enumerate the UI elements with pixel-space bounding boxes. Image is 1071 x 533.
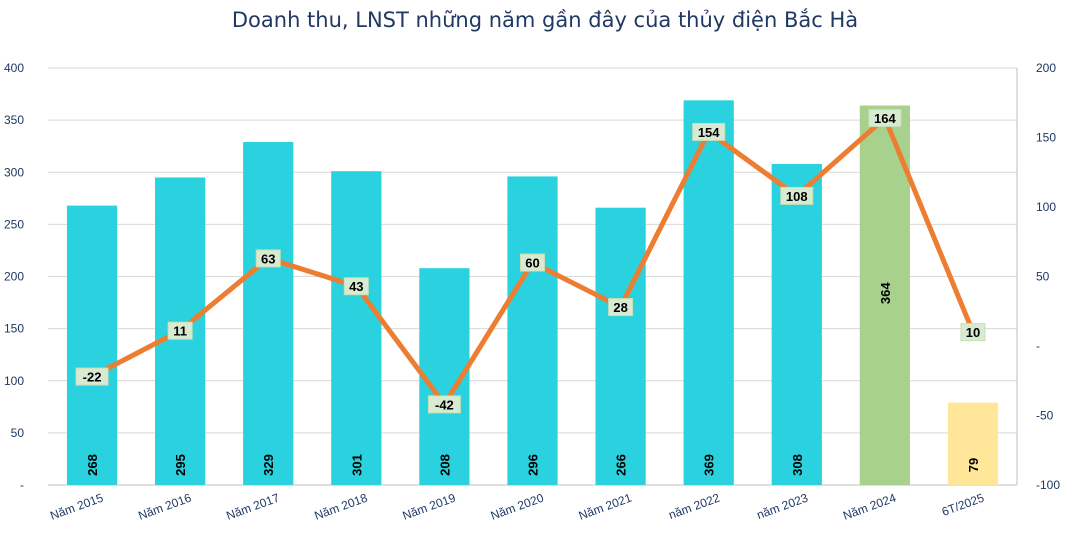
right-tick-label: 100 xyxy=(1036,200,1056,214)
left-tick-label: 350 xyxy=(4,113,24,127)
left-tick-label: 300 xyxy=(4,165,24,179)
bar-value-label: 295 xyxy=(173,454,188,476)
bar-value-label: 296 xyxy=(526,454,541,476)
line-value-label: 63 xyxy=(261,251,275,266)
bar-value-label: 266 xyxy=(614,454,629,476)
right-tick-label: - xyxy=(1036,339,1040,353)
right-tick-label: 200 xyxy=(1036,61,1056,75)
right-tick-label: 150 xyxy=(1036,131,1056,145)
left-tick-label: 200 xyxy=(4,270,24,284)
line-label-box xyxy=(427,395,461,414)
category-label: Năm 2015 xyxy=(48,491,105,523)
bar[interactable] xyxy=(243,142,294,485)
bar[interactable] xyxy=(947,402,999,485)
category-label: Năm 2024 xyxy=(841,491,898,523)
category-label: Năm 2018 xyxy=(313,491,370,523)
bar-series: 268 295 329 301 208 296 266 369 308 364 79 xyxy=(66,100,999,486)
line-value-label: 11 xyxy=(173,324,187,339)
line-value-label: -22 xyxy=(83,370,102,385)
line-value-label: 10 xyxy=(966,325,980,340)
left-tick-label: 150 xyxy=(4,322,24,336)
bar-value-label: 308 xyxy=(790,454,805,476)
category-label: Năm 2021 xyxy=(577,491,634,523)
bar[interactable] xyxy=(683,100,734,485)
category-label: Năm 2017 xyxy=(224,491,281,523)
bar[interactable] xyxy=(859,105,910,485)
bar-value-label: 208 xyxy=(437,454,452,476)
line-label-box xyxy=(692,122,726,141)
bar-value-label: 364 xyxy=(878,282,893,304)
line-label-box xyxy=(75,367,109,386)
left-tick-label: - xyxy=(20,478,24,492)
left-tick-label: 100 xyxy=(4,374,24,388)
bar[interactable] xyxy=(331,171,382,485)
line-label-box xyxy=(520,253,545,272)
line-value-label: 108 xyxy=(786,189,808,204)
bar-value-label: 79 xyxy=(966,458,981,472)
left-tick-label: 50 xyxy=(11,426,25,440)
left-tick-label: 250 xyxy=(4,217,24,231)
category-label: Năm 2019 xyxy=(401,491,458,523)
bar[interactable] xyxy=(771,163,822,485)
bar[interactable] xyxy=(595,207,646,485)
line-value-label: 164 xyxy=(874,111,896,126)
category-label: năm 2022 xyxy=(667,491,722,523)
chart-title: Doanh thu, LNST những năm gần đây của th… xyxy=(232,8,858,32)
bar-value-label: 301 xyxy=(349,454,364,476)
line-label-box xyxy=(960,323,986,342)
line-label-box xyxy=(343,277,369,296)
right-tick-label: -50 xyxy=(1036,409,1054,423)
line-value-label: 60 xyxy=(525,256,539,271)
bar-value-label: 369 xyxy=(702,454,717,476)
line-label-box xyxy=(167,321,193,340)
right-tick-label: -100 xyxy=(1036,478,1060,492)
line-value-label: 43 xyxy=(349,279,363,294)
line-label-box xyxy=(608,298,634,317)
line-series: -22 11 63 43 -42 60 28 154 108 164 10 xyxy=(75,109,986,414)
category-label: Năm 2016 xyxy=(136,491,193,523)
bar[interactable] xyxy=(66,205,118,486)
line-label-box xyxy=(255,249,281,268)
bar[interactable] xyxy=(507,176,558,486)
line-value-label: -42 xyxy=(435,397,454,412)
bar-value-label: 268 xyxy=(85,454,100,476)
line-label-box xyxy=(780,186,814,205)
line-label-box xyxy=(868,109,902,128)
category-label: 6T/2025 xyxy=(940,491,986,519)
bar-value-label: 329 xyxy=(261,454,276,476)
line-value-label: 154 xyxy=(698,125,720,140)
line-value-label: 28 xyxy=(613,300,627,315)
category-label: năm 2023 xyxy=(755,491,810,523)
right-tick-label: 50 xyxy=(1036,270,1050,284)
category-label: Năm 2020 xyxy=(489,491,546,523)
left-tick-label: 400 xyxy=(4,61,24,75)
